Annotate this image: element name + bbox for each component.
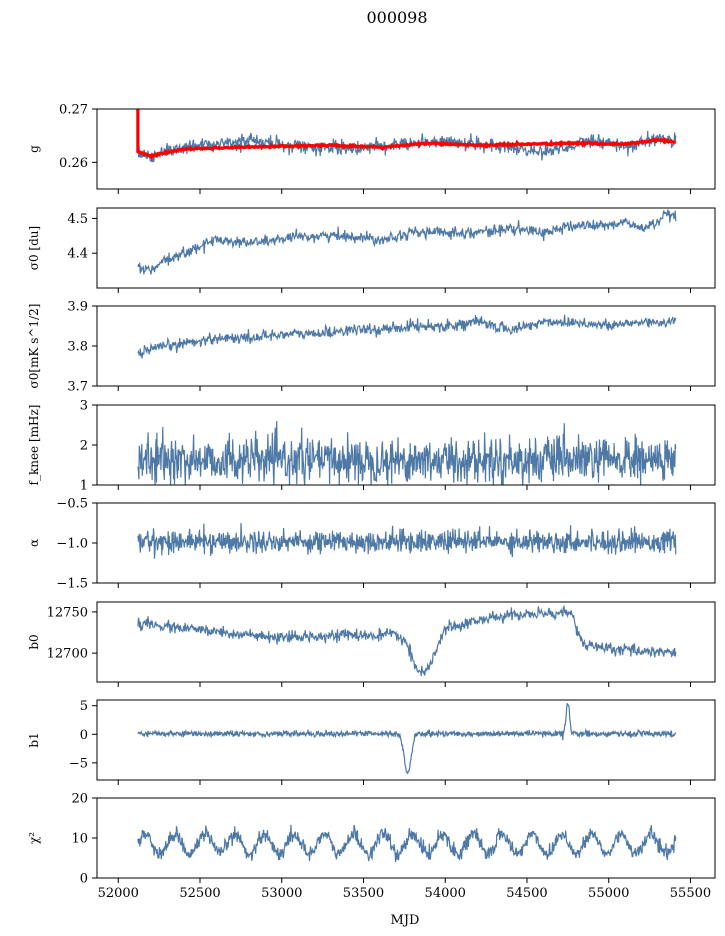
x-tick-label: 53000 (261, 886, 302, 901)
axes-frame (96, 108, 716, 190)
model-line (136, 137, 677, 160)
y-tick-label: 12700 (47, 647, 88, 662)
y-axis-label: χ² (27, 832, 41, 844)
plot-area (137, 824, 677, 863)
y-axis-label: g (27, 145, 41, 153)
y-tick-label: 3.8 (67, 340, 88, 355)
x-tick-label: 54000 (425, 886, 466, 901)
panel-alpha: −1.5 −1.0 −0.5 α (27, 497, 716, 592)
x-tick-label: 55000 (588, 886, 629, 901)
y-tick-label: 12750 (47, 605, 88, 620)
axes-frame (96, 601, 716, 683)
plot-area (137, 209, 677, 275)
series-line (137, 604, 677, 677)
x-tick-label: 53500 (343, 886, 384, 901)
plot-area (137, 702, 677, 775)
y-axis-label: f_knee [mHz] (27, 405, 41, 486)
series-line (137, 702, 677, 775)
series-line (137, 420, 677, 485)
axes-frame (96, 207, 716, 289)
y-tick-label: 0.26 (59, 156, 88, 171)
y-tick-label: 3.7 (67, 380, 88, 395)
panel-g: 0.26 0.27 g (27, 103, 716, 194)
y-tick-label: 3.9 (67, 300, 88, 315)
y-tick-label: 4.5 (67, 212, 88, 227)
series-line (137, 314, 677, 359)
figure-title: 000098 (366, 8, 427, 27)
plot-area (136, 109, 677, 163)
y-axis-label: σ0 [du] (27, 226, 41, 270)
y-axis-label: σ0[mK s^1/2] (27, 304, 41, 389)
y-tick-label: 10 (71, 832, 88, 847)
x-axis-label: MJD (391, 913, 420, 928)
y-tick-label: 0.27 (59, 103, 88, 118)
y-tick-label: 20 (71, 792, 88, 807)
series-line (137, 522, 677, 559)
panel-sigma0-mk: 3.7 3.8 3.9 σ0[mK s^1/2] (27, 300, 716, 395)
y-tick-label: −1.5 (56, 577, 88, 592)
plot-area (137, 604, 677, 677)
panel-chi2: 0 10 20 52000 52500 53000 53500 54000 54500 55000… (27, 792, 716, 901)
panel-fknee: 1 2 3 f_knee [mHz] (27, 399, 716, 494)
series-line (137, 824, 677, 863)
axes-frame (96, 699, 716, 781)
x-tick-label: 54500 (506, 886, 547, 901)
y-tick-label: 0 (80, 872, 88, 887)
panel-b0: 12700 12750 b0 (27, 601, 716, 687)
y-tick-label: 4.4 (67, 247, 88, 262)
x-tick-label: 52000 (98, 886, 139, 901)
x-tick-label: 52500 (179, 886, 220, 901)
x-tick-label: 55500 (670, 886, 711, 901)
y-axis-label: b0 (27, 634, 41, 649)
y-tick-label: 1 (80, 479, 88, 494)
y-tick-label: 3 (80, 399, 88, 414)
y-axis-label: α (27, 539, 41, 547)
plot-area (137, 314, 677, 359)
y-tick-label: −0.5 (56, 497, 88, 512)
y-axis-label: b1 (27, 732, 41, 747)
axes-frame (96, 305, 716, 387)
y-tick-label: 5 (80, 699, 88, 714)
axes-frame (96, 797, 716, 879)
series-line (137, 209, 677, 275)
y-tick-label: 0 (80, 728, 88, 743)
plot-area (137, 522, 677, 559)
y-tick-label: −1.0 (56, 537, 88, 552)
panel-b1: −5 0 5 b1 (27, 699, 716, 785)
y-tick-label: −5 (69, 756, 88, 771)
plot-area (137, 420, 677, 485)
panel-sigma0-du: 4.4 4.5 σ0 [du] (27, 207, 716, 293)
y-tick-label: 2 (80, 439, 88, 454)
series-line (137, 130, 677, 163)
panels: 0.26 0.27 g 4.4 4.5 σ0 [du] 3.7 3.8 3.9 σ0[mK s^1… (27, 103, 716, 901)
